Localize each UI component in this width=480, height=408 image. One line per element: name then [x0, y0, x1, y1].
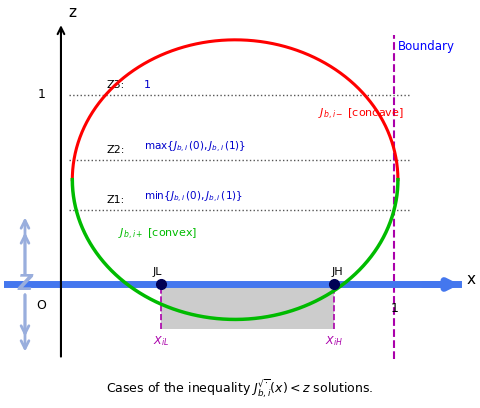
Text: $J_{b,i+}$ [convex]: $J_{b,i+}$ [convex] — [118, 227, 197, 242]
Text: JL: JL — [153, 267, 162, 277]
Text: $J_{b,i-}$ [concave]: $J_{b,i-}$ [concave] — [318, 107, 404, 122]
Text: z: z — [69, 5, 76, 20]
Text: Cases of the inequality $J_{b,i}^{\sqrt{\cdot}}(x) < z$ solutions.: Cases of the inequality $J_{b,i}^{\sqrt{… — [106, 377, 374, 400]
Text: Z: Z — [17, 275, 33, 295]
Text: Z3:: Z3: — [107, 80, 125, 90]
Text: 1: 1 — [38, 88, 46, 101]
Text: Z2:: Z2: — [107, 145, 125, 155]
Text: $X_{iL}$: $X_{iL}$ — [153, 335, 169, 348]
Text: JH: JH — [332, 267, 343, 277]
Text: x: x — [466, 272, 475, 287]
Text: $\max\{J_{b,i}\,(0),J_{b,i}\,(1)\}$: $\max\{J_{b,i}\,(0),J_{b,i}\,(1)\}$ — [144, 140, 246, 155]
Text: $\min\{J_{b,i}\,(0),J_{b,i}\,(1)\}$: $\min\{J_{b,i}\,(0),J_{b,i}\,(1)\}$ — [144, 189, 243, 204]
Text: 1: 1 — [144, 80, 151, 90]
Text: Boundary: Boundary — [398, 40, 455, 53]
Bar — [161, 284, 334, 329]
Text: Z1:: Z1: — [107, 195, 125, 204]
Text: 1: 1 — [390, 302, 398, 315]
Text: $X_{iH}$: $X_{iH}$ — [324, 335, 343, 348]
Text: O: O — [36, 299, 46, 313]
